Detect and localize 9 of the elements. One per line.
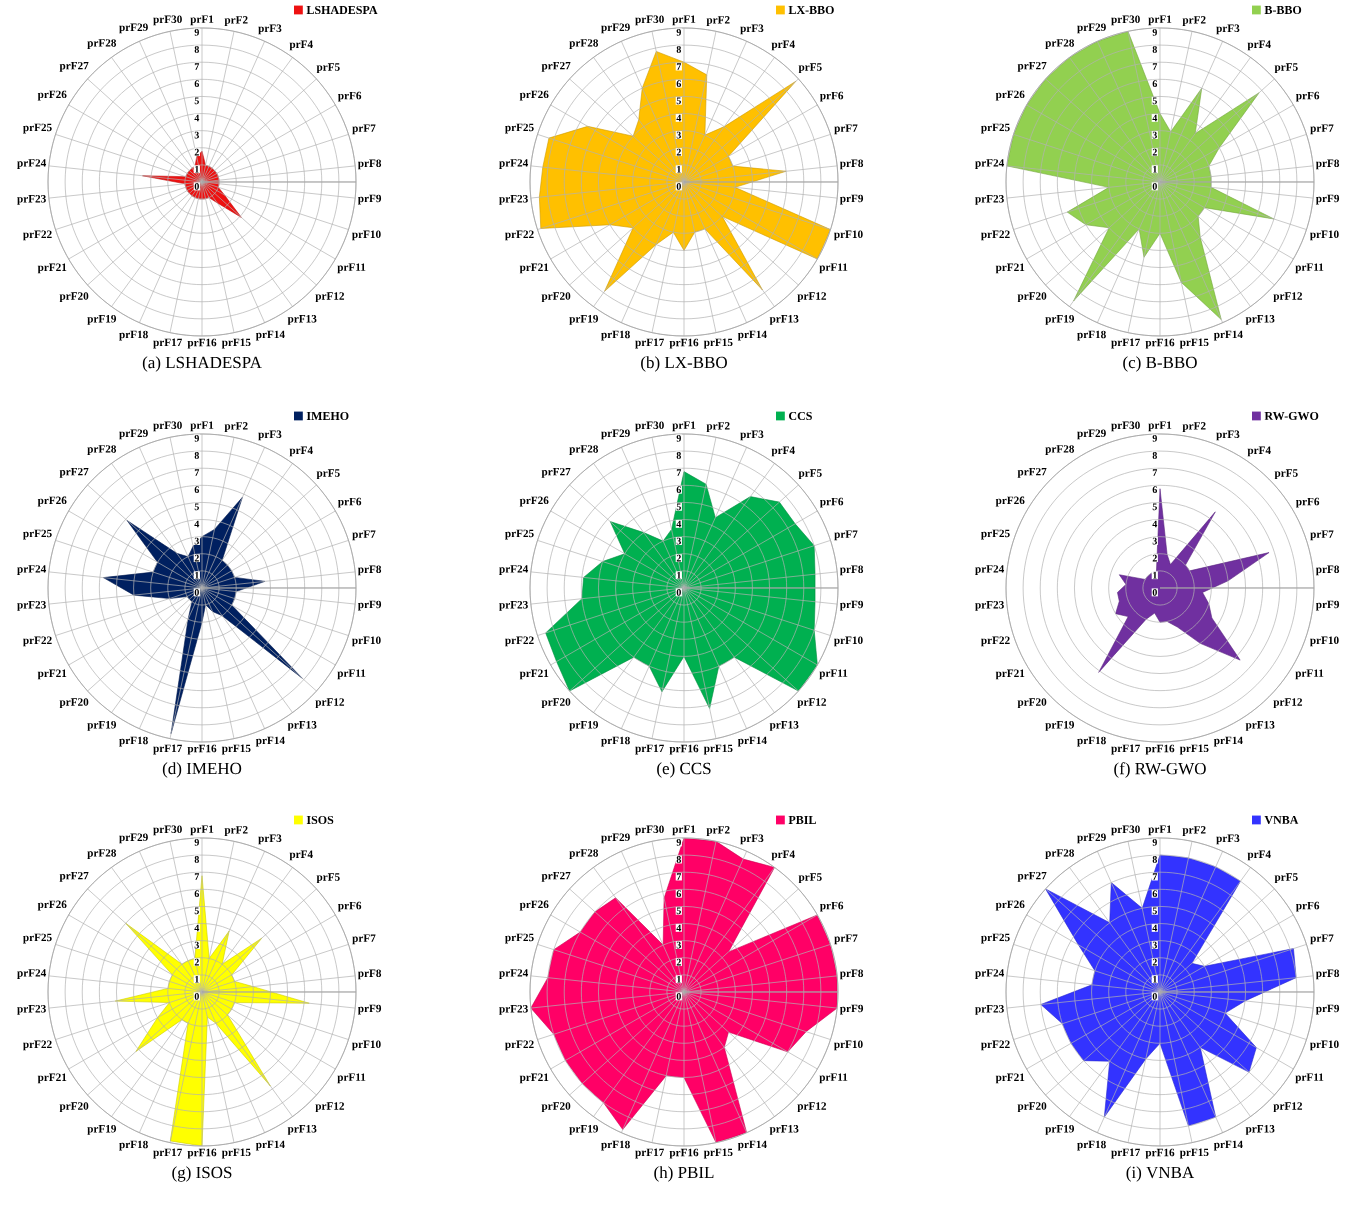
text: (a) LSHADESPA xyxy=(142,356,262,372)
text: (c) B-BBO xyxy=(1123,356,1197,372)
text: (h) PBIL xyxy=(654,1166,714,1182)
text: (b) LX-BBO xyxy=(641,356,727,372)
text: (i) VNBA xyxy=(1126,1166,1195,1182)
text: (d) IMEHO xyxy=(162,762,242,778)
text: (e) CCS xyxy=(657,762,711,778)
text: (g) ISOS xyxy=(172,1166,232,1182)
text: (f) RW-GWO xyxy=(1114,762,1206,778)
